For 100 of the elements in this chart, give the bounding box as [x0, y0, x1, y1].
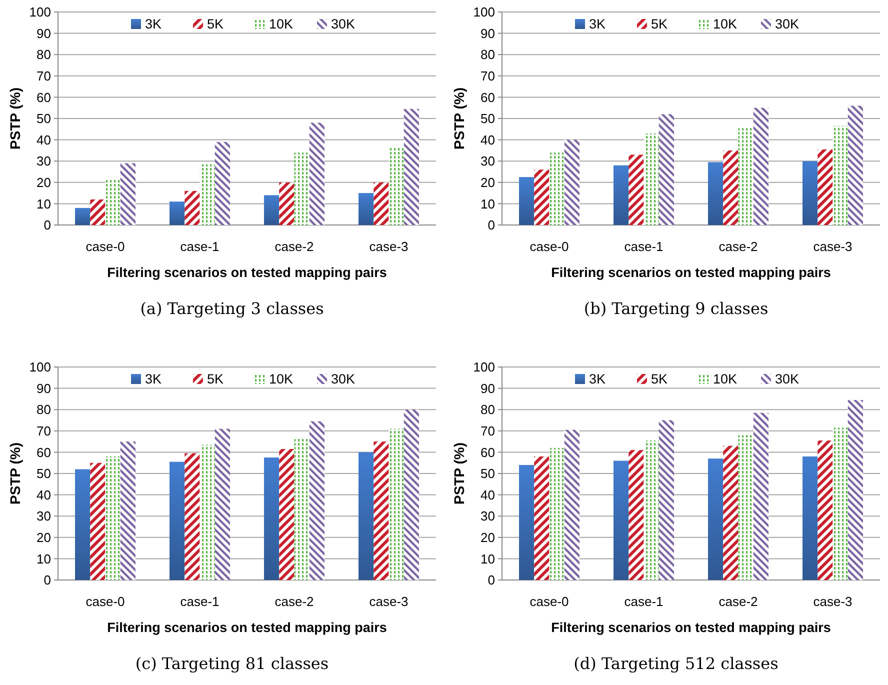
bar [90, 199, 106, 225]
bar [628, 450, 644, 580]
bar [753, 412, 768, 580]
legend-label: 10K [713, 16, 738, 32]
bar [214, 428, 230, 580]
legend-label: 5K [651, 372, 668, 387]
y-tick-label: 80 [480, 402, 495, 418]
bar [802, 456, 818, 580]
bar [848, 400, 863, 580]
legend-label: 10K [713, 372, 738, 387]
bar [294, 438, 310, 580]
x-tick-label: case-2 [718, 239, 758, 254]
y-tick-label: 0 [488, 572, 495, 588]
bar [723, 150, 738, 225]
bar [644, 133, 659, 225]
x-axis-title: Filtering scenarios on tested mapping pairs [551, 620, 831, 635]
y-tick-label: 70 [36, 423, 51, 438]
x-tick-label: case-3 [369, 594, 408, 609]
y-tick-label: 90 [480, 26, 495, 41]
y-tick-label: 80 [36, 402, 51, 418]
bar [358, 193, 374, 225]
bar [279, 182, 294, 225]
bar [564, 430, 580, 580]
bar [738, 435, 754, 580]
bar [534, 170, 550, 225]
bar [644, 440, 659, 580]
bar [519, 177, 534, 225]
x-tick-label: case-3 [369, 239, 408, 254]
x-tick-label: case-1 [624, 594, 664, 609]
bar [374, 442, 389, 580]
bar [738, 128, 754, 225]
bar [404, 108, 419, 225]
bar [184, 453, 200, 580]
bar [200, 164, 215, 225]
bar [105, 456, 120, 580]
legend-label: 3K [145, 16, 162, 32]
bar [294, 152, 310, 225]
bar [628, 154, 644, 225]
y-tick-label: 70 [36, 68, 51, 84]
y-tick-label: 80 [480, 47, 495, 62]
y-tick-label: 30 [480, 154, 495, 169]
y-tick-label: 100 [473, 4, 495, 20]
x-tick-label: case-0 [86, 239, 125, 254]
x-tick-label: case-3 [813, 594, 852, 609]
y-tick-label: 50 [480, 466, 495, 482]
text: (c) Targeting 81 classes [135, 654, 329, 673]
y-tick-label: 10 [36, 551, 51, 566]
x-tick-label: case-0 [530, 594, 569, 609]
y-tick-label: 60 [36, 444, 51, 460]
x-tick-label: case-2 [274, 239, 314, 254]
bar [818, 149, 833, 225]
y-tick-label: 0 [488, 218, 495, 233]
bar [105, 179, 120, 225]
y-tick-label: 20 [480, 530, 495, 545]
bar [534, 456, 550, 580]
bar [170, 462, 185, 580]
y-tick-label: 100 [473, 360, 495, 375]
legend-label: 30K [775, 372, 800, 387]
bar [614, 460, 629, 580]
y-tick-label: 90 [36, 26, 51, 41]
y-tick-label: 60 [480, 444, 495, 460]
x-tick-label: case-1 [180, 239, 220, 254]
y-tick-label: 60 [36, 90, 51, 105]
bar [658, 114, 674, 225]
bar [309, 421, 324, 580]
bar [848, 106, 863, 225]
x-tick-label: case-1 [624, 239, 664, 254]
y-tick-label: 70 [480, 423, 495, 438]
y-tick-label: 40 [480, 132, 495, 148]
bar [549, 448, 564, 580]
legend-label: 5K [207, 372, 224, 387]
x-tick-label: case-2 [718, 594, 758, 609]
y-tick-label: 100 [29, 360, 51, 375]
bar [832, 428, 848, 580]
legend-label: 3K [589, 16, 606, 32]
y-tick-label: 20 [480, 174, 495, 190]
y-tick-label: 30 [36, 508, 51, 524]
bar [264, 458, 280, 580]
y-axis-title: PSTP (%) [451, 442, 467, 504]
x-tick-label: case-0 [530, 239, 569, 254]
legend-label: 10K [269, 372, 294, 387]
y-tick-label: 40 [480, 487, 495, 502]
y-tick-label: 90 [480, 380, 495, 396]
bar [753, 108, 768, 225]
y-tick-label: 0 [44, 572, 51, 588]
y-tick-label: 100 [29, 4, 51, 20]
bar [358, 452, 374, 580]
bar [374, 182, 389, 225]
x-tick-label: case-1 [180, 594, 220, 609]
bar [832, 126, 848, 225]
legend-label: 3K [589, 372, 606, 387]
y-tick-label: 20 [36, 174, 51, 190]
bar [75, 469, 90, 580]
bar [184, 190, 200, 225]
legend-label: 5K [207, 16, 224, 32]
bar [549, 152, 564, 225]
bar [564, 140, 580, 225]
text: (a) Targeting 3 classes [140, 299, 324, 318]
bar [723, 446, 738, 580]
bar [120, 163, 136, 225]
